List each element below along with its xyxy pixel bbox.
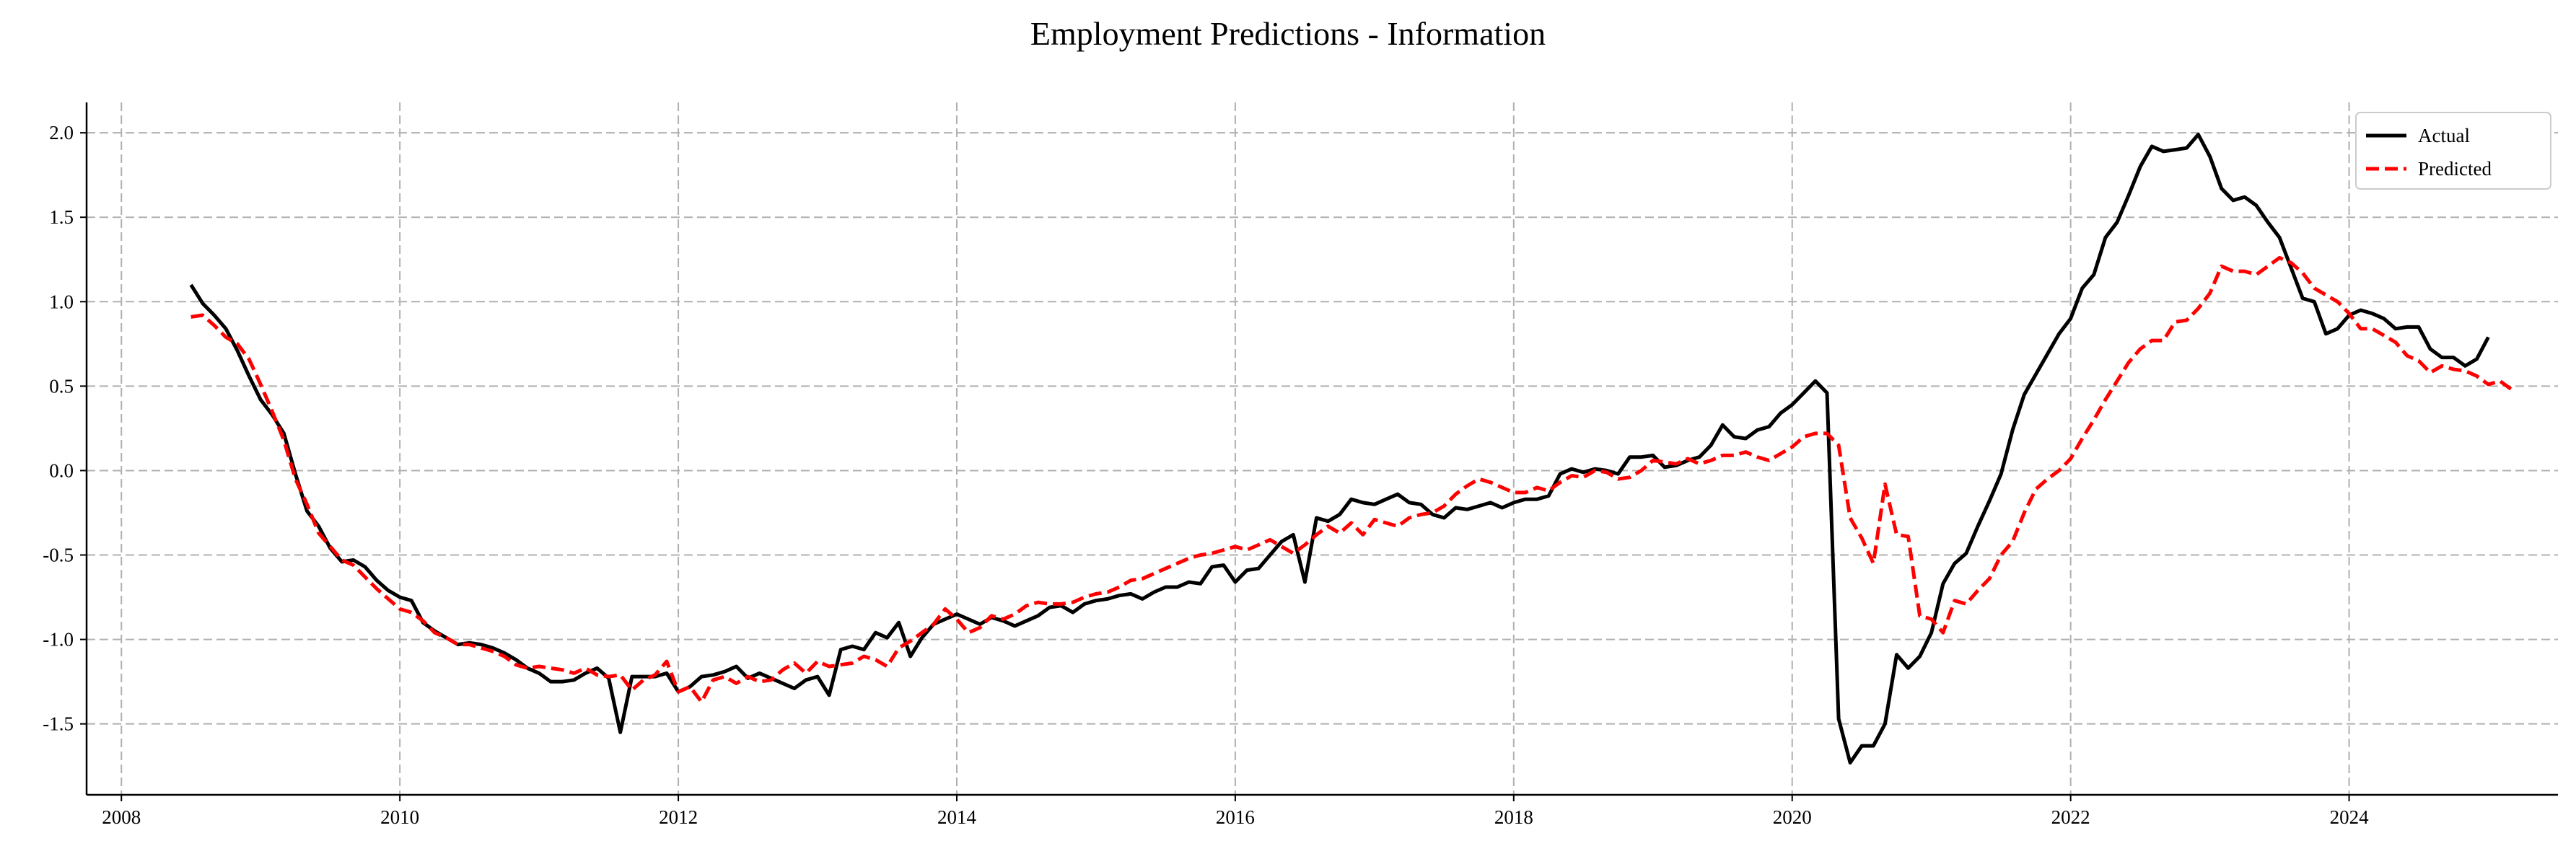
y-tick-label: -1.0 — [43, 629, 74, 651]
legend: Actual Predicted — [2355, 112, 2551, 190]
y-tick-label: 1.0 — [49, 291, 74, 312]
series-line-predicted — [190, 255, 2513, 704]
y-tick-label: -0.5 — [43, 545, 74, 566]
x-tick-label: 2022 — [2051, 806, 2090, 828]
y-tick-label: 0.5 — [49, 375, 74, 397]
axes: 2008 2010 2012 2014 2016 2018 2020 2022 2024 -1.5… — [43, 102, 2558, 828]
x-tick-label: 2016 — [1216, 806, 1255, 828]
grid — [87, 102, 2558, 795]
legend-label-predicted: Predicted — [2418, 158, 2492, 180]
x-tick-label: 2020 — [1773, 806, 1812, 828]
legend-label-actual: Actual — [2418, 125, 2470, 146]
y-tick-label: 1.5 — [49, 206, 74, 228]
y-tick-label: 2.0 — [49, 122, 74, 144]
plot-series — [189, 133, 2513, 765]
x-tick-label: 2024 — [2330, 806, 2370, 828]
chart-title: Employment Predictions - Information — [1030, 15, 1546, 52]
x-tick-label: 2014 — [937, 806, 977, 828]
y-tick-label: -1.5 — [43, 713, 74, 735]
x-tick-label: 2008 — [102, 806, 141, 828]
x-tick-label: 2012 — [659, 806, 698, 828]
x-tick-label: 2010 — [380, 806, 419, 828]
series-line-actual — [189, 133, 2490, 765]
y-tick-label: 0.0 — [49, 459, 74, 481]
x-tick-label: 2018 — [1494, 806, 1533, 828]
